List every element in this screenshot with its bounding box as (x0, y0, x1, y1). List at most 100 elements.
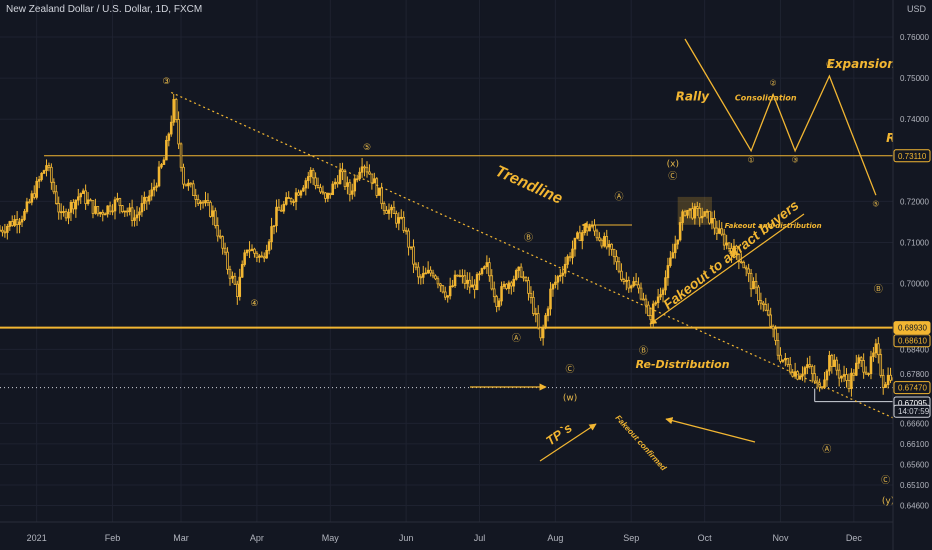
candle-body (771, 325, 775, 330)
candle-body (566, 256, 569, 265)
candle-body (620, 270, 623, 281)
candle-body (13, 219, 16, 226)
candle-body (314, 177, 317, 186)
candle-body (15, 219, 19, 225)
candle-body (815, 380, 819, 384)
candle-body (196, 199, 200, 204)
candle-body (157, 166, 161, 187)
candle-body (443, 291, 447, 298)
candle-body (625, 279, 628, 282)
candle-body (253, 248, 256, 254)
candle-body (231, 275, 234, 279)
candle-body (541, 327, 545, 339)
candle-body (426, 269, 430, 274)
wave-annotation: Consolidation (735, 94, 797, 103)
candle-body (510, 282, 513, 287)
candle-body (270, 226, 273, 243)
candle-body (644, 298, 648, 306)
candle-body (287, 197, 290, 199)
candle-body (747, 268, 750, 274)
candle-body (703, 211, 706, 217)
wave-annotation: Ⓐ (512, 333, 521, 344)
candle-body (138, 211, 141, 216)
candle-body (456, 274, 459, 277)
candle-body (397, 217, 401, 224)
candle-body (399, 216, 403, 219)
expansion-wave-path (684, 38, 877, 196)
horizontal-lines (0, 155, 893, 389)
candle-body (402, 216, 405, 231)
annotations: ③ ④ ⑤ Ⓐ Ⓑ Ⓒ (w) Ⓐ Ⓑ (x) Ⓒ Ⓑ Ⓐ Ⓒ (y) Rally Consolidation E… (162, 57, 932, 507)
candle-body (532, 297, 535, 314)
candle-body (101, 211, 105, 215)
x-tick-label: May (322, 533, 340, 543)
candle-body (47, 165, 51, 168)
candle-body (187, 182, 190, 187)
currency-selector[interactable]: USD (906, 4, 926, 14)
candle-body (243, 252, 246, 265)
candle-body (554, 281, 557, 285)
candle-body (867, 373, 870, 376)
candle-body (686, 209, 689, 216)
price-tags: 0.73110 0.68930 0.68610 0.67470 0.6709514:07… (893, 149, 931, 418)
wave-annotation: ③ (162, 77, 170, 87)
candle-body (823, 379, 826, 389)
price-tag-label: 0.68610 (898, 337, 927, 346)
candle-body (776, 340, 780, 356)
candle-body (150, 189, 153, 197)
candle-body (529, 292, 533, 298)
candle-body (57, 203, 60, 213)
wave-annotation: (w) (563, 394, 577, 404)
candle-body (835, 359, 839, 371)
candle-body (480, 268, 484, 275)
candle-body (546, 308, 550, 316)
candle-body (324, 192, 327, 199)
candle-body (417, 266, 420, 278)
candle-body (214, 210, 217, 226)
candle-body (204, 200, 207, 204)
attract-buyers-arrow (649, 213, 805, 325)
candle-body (502, 283, 506, 287)
candle-body (588, 225, 591, 232)
candle-body (121, 205, 124, 212)
candle-body (292, 201, 295, 203)
x-tick-label: Jun (399, 533, 414, 543)
candle-body (715, 227, 719, 234)
candle-body (128, 207, 131, 212)
candle-body (111, 210, 114, 213)
candle-body (409, 246, 413, 249)
candle-body (539, 327, 542, 339)
candle-body (118, 198, 122, 206)
candle-body (125, 210, 129, 213)
candle-body (801, 373, 804, 377)
candle-body (240, 264, 244, 278)
candle-body (145, 196, 149, 202)
candle-body (483, 266, 486, 269)
candle-body (693, 206, 697, 219)
candle-body (759, 300, 763, 304)
candle-body (889, 374, 892, 381)
candle-body (135, 214, 139, 219)
candle-body (475, 274, 479, 291)
candle-body (341, 169, 344, 173)
candle-body (265, 250, 268, 259)
candle-body (35, 180, 38, 198)
y-tick-label: 0.65100 (900, 481, 929, 490)
wave-point-label: ④ (826, 60, 833, 69)
price-tag-label: 14:07:59 (898, 407, 930, 416)
x-tick-label: Nov (772, 533, 789, 543)
candle-body (793, 371, 797, 377)
price-tag (893, 381, 931, 395)
candle-body (448, 285, 452, 297)
y-tick-label: 0.70000 (900, 280, 929, 289)
x-tick-label: Aug (547, 533, 563, 543)
y-tick-label: 0.76000 (900, 33, 929, 42)
candle-body (395, 213, 398, 224)
candle-body (671, 252, 675, 259)
candle-body (375, 178, 379, 196)
candle-body (774, 328, 777, 341)
candle-body (199, 201, 202, 204)
candle-body (825, 370, 829, 381)
candle-body (223, 247, 227, 253)
candle-body (500, 286, 503, 302)
